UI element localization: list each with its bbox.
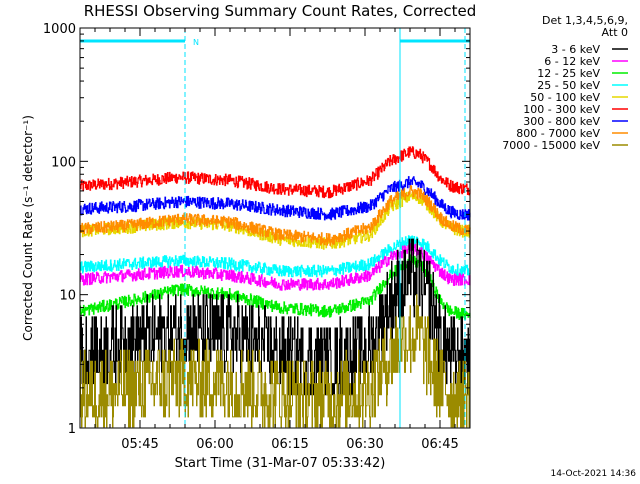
y-axis-label: Corrected Count Rate (s⁻¹ detector⁻¹) [21, 115, 35, 341]
chart-title: RHESSI Observing Summary Count Rates, Co… [84, 2, 477, 20]
legend-entry-label: 300 - 800 keV [523, 115, 600, 128]
y-tick-label: 1000 [43, 22, 76, 37]
x-tick-label: 06:45 [421, 437, 458, 452]
series-line-5 [79, 235, 471, 278]
overlay-layer: N [80, 28, 470, 428]
legend-entry-label: 3 - 6 keV [551, 43, 600, 56]
timestamp: 14-Oct-2021 14:36 [551, 469, 637, 479]
legend-entry-label: 12 - 25 keV [537, 67, 600, 80]
y-tick-label: 10 [59, 289, 76, 304]
night-bar-label: N [193, 38, 199, 47]
y-tick-label: 1 [68, 422, 76, 437]
legend-header: Att 0 [602, 26, 628, 39]
series-line-4 [79, 185, 471, 246]
legend-entry-label: 25 - 50 keV [537, 79, 600, 92]
legend-entry-label: 7000 - 15000 keV [502, 139, 600, 152]
legend-entry-label: 50 - 100 keV [530, 91, 600, 104]
series-line-9 [80, 294, 470, 428]
x-axis-label: Start Time (31-Mar-07 05:33:42) [175, 456, 386, 471]
y-tick-label: 100 [51, 155, 76, 170]
x-tick-label: 06:15 [271, 437, 308, 452]
legend-entry-label: 800 - 7000 keV [516, 127, 600, 140]
axes-layer: 1 10 100 1000 05:45 06:00 06:15 06:30 06:45 [43, 22, 471, 452]
legend-entry-label: 100 - 300 keV [523, 103, 600, 116]
series-line-1 [79, 146, 471, 199]
x-tick-label: 05:45 [121, 437, 158, 452]
x-tick-label: 06:30 [346, 437, 383, 452]
legend-entry-label: 6 - 12 keV [544, 55, 600, 68]
legend-header: Det 1,3,4,5,6,9, [542, 14, 628, 27]
series-line-2 [79, 176, 471, 221]
series-layer [79, 146, 471, 428]
x-tick-label: 06:00 [196, 437, 233, 452]
